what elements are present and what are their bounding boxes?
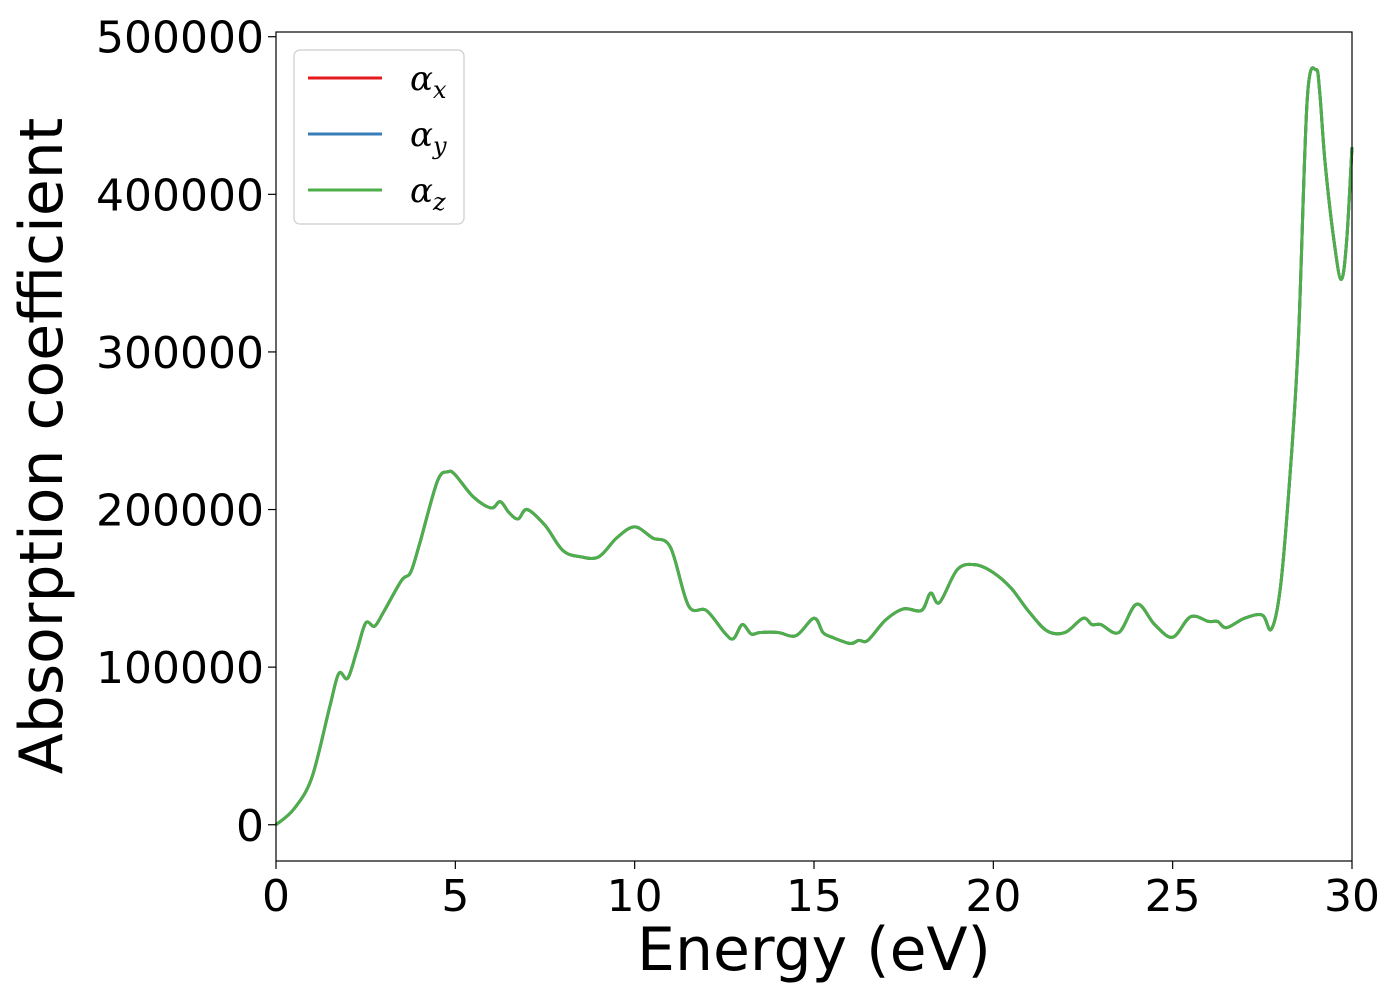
y-tick-label: 400000	[96, 170, 264, 221]
series-line-alpha-z	[274, 66, 1354, 826]
x-tick-label: 25	[1145, 871, 1201, 922]
x-tick-label: 10	[607, 871, 663, 922]
legend-box	[293, 49, 465, 225]
y-tick-label: 200000	[96, 486, 264, 537]
x-tick-label: 30	[1324, 871, 1380, 922]
x-axis-title: Energy (eV)	[637, 915, 991, 985]
y-tick-label: 0	[236, 801, 264, 852]
x-tick-label: 0	[262, 871, 290, 922]
plot-lines	[274, 66, 1354, 826]
y-axis-title: Absorption coefficient	[7, 118, 77, 775]
y-axis-ticks: 0 100000 200000 300000 400000 500000	[96, 13, 276, 852]
y-tick-label: 500000	[96, 13, 264, 64]
x-tick-label: 15	[786, 871, 842, 922]
y-tick-label: 100000	[96, 643, 264, 694]
x-tick-label: 20	[965, 871, 1021, 922]
x-axis-ticks: 0 5 10 15 20 25 30	[262, 861, 1380, 922]
y-tick-label: 300000	[96, 328, 264, 379]
x-tick-label: 5	[441, 871, 469, 922]
